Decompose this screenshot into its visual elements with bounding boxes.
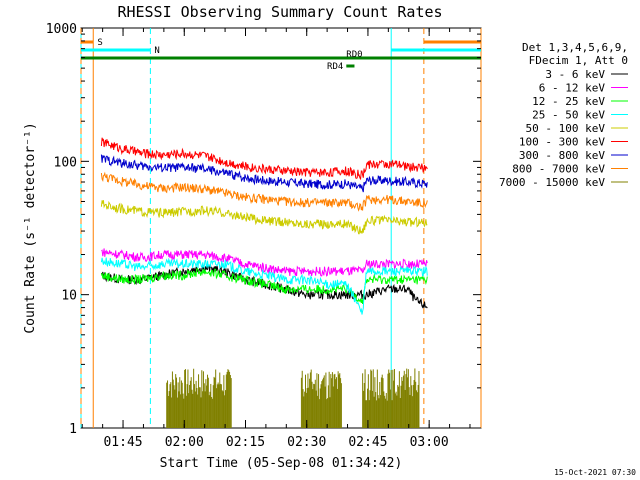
legend-item-label: 12 - 25 keV [532, 95, 605, 108]
x-tick-label: 01:45 [103, 435, 142, 450]
chart-title: RHESSI Observing Summary Count Rates [117, 3, 442, 21]
legend-item-label: 100 - 300 keV [519, 136, 605, 149]
series-line [100, 154, 428, 193]
legend-item-label: 7000 - 15000 keV [499, 176, 605, 189]
x-tick-label: 02:15 [226, 435, 265, 450]
series-bars [166, 368, 420, 428]
annotation-label: N [154, 46, 159, 56]
x-axis-label: Start Time (05-Sep-08 01:34:42) [160, 456, 403, 471]
plot-area [80, 27, 482, 429]
legend-item-label: 300 - 800 keV [519, 149, 605, 162]
legend-item-label: 25 - 50 keV [532, 109, 605, 122]
series-lines [100, 137, 428, 315]
y-tick-label: 100 [54, 155, 77, 170]
x-tick-label: 03:00 [410, 435, 449, 450]
annotation-label: RD4 [327, 62, 343, 72]
x-tick-label: 02:00 [165, 435, 204, 450]
annotation-label: RD0 [346, 50, 362, 60]
legend-item-label: 6 - 12 keV [539, 82, 606, 95]
series-line [100, 267, 428, 304]
y-axis-ticks: 1 10 100 1000 [46, 22, 481, 437]
y-axis-label: Count Rate (s⁻¹ detector⁻¹) [23, 122, 38, 333]
orbit-guide-lines [80, 28, 482, 428]
legend-item-label: 3 - 6 keV [545, 68, 605, 81]
x-tick-label: 02:30 [287, 435, 326, 450]
x-tick-label: 02:45 [348, 435, 387, 450]
series-line [100, 137, 428, 181]
series-line [101, 248, 428, 277]
series-line [100, 171, 428, 212]
timestamp: 15-Oct-2021 07:30 [554, 468, 636, 477]
annotation-label: S [97, 38, 102, 48]
series-line [100, 257, 428, 315]
legend: Det 1,3,4,5,6,9, FDecim 1, Att 0 3 - 6 k… [499, 41, 628, 189]
y-tick-label: 1 [69, 422, 77, 437]
y-tick-label: 1000 [46, 22, 77, 37]
legend-header-line-2: FDecim 1, Att 0 [529, 54, 628, 67]
x-axis-ticks: 01:45 02:00 02:15 02:30 02:45 03:00 [81, 28, 471, 450]
legend-item-label: 50 - 100 keV [526, 122, 606, 135]
y-tick-label: 10 [61, 289, 77, 304]
series-line [100, 200, 428, 235]
legend-item-label: 800 - 7000 keV [512, 163, 605, 176]
legend-header-line-1: Det 1,3,4,5,6,9, [522, 41, 628, 54]
